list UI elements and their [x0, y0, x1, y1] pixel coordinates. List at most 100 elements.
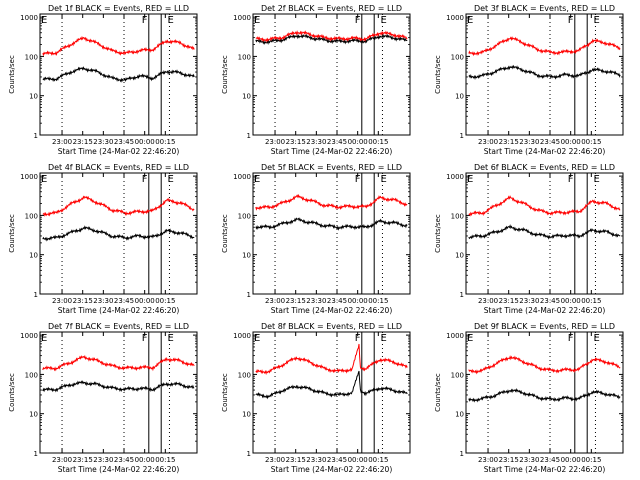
- series-line-lld: [468, 36, 621, 57]
- marker-label-start: E: [254, 333, 260, 344]
- chart-title: Det 1f BLACK = Events, RED = LLD: [48, 4, 189, 13]
- marker-label-e: E: [380, 15, 386, 26]
- x-tick-label: 23:15: [286, 297, 306, 305]
- y-axis-label: Counts/sec: [8, 55, 16, 94]
- x-tick-label: 23:00: [478, 297, 498, 305]
- chart-panel-5: Det 5f BLACK = Events, RED = LLD Counts/s…: [221, 163, 411, 315]
- y-tick-label: 10: [455, 411, 464, 419]
- marker-label-start: E: [41, 174, 47, 185]
- chart-title: Det 5f BLACK = Events, RED = LLD: [261, 163, 402, 172]
- chart-title: Det 8f BLACK = Events, RED = LLD: [261, 322, 402, 331]
- x-tick-label: 23:30: [93, 138, 113, 146]
- chart-title: Det 6f BLACK = Events, RED = LLD: [474, 163, 615, 172]
- plot-frame: [465, 172, 624, 295]
- x-tick-label: 23:30: [93, 456, 113, 464]
- y-tick-label: 1: [460, 132, 464, 140]
- x-tick-label: 00:15: [368, 297, 388, 305]
- marker-label-start: E: [254, 15, 260, 26]
- x-tick-label: 23:30: [519, 456, 539, 464]
- y-axis-label: Counts/sec: [221, 373, 229, 412]
- y-tick-label: 1: [34, 291, 38, 299]
- plot-frame: [465, 13, 624, 136]
- x-tick-label: 23:45: [114, 297, 134, 305]
- x-tick-label: 23:00: [265, 456, 285, 464]
- chart-title: Det 3f BLACK = Events, RED = LLD: [474, 4, 615, 13]
- x-tick-label: 00:00: [561, 138, 581, 146]
- chart-panel-4: Det 4f BLACK = Events, RED = LLD Counts/s…: [8, 163, 198, 315]
- x-tick-label: 23:45: [540, 138, 560, 146]
- marker-label-f: F: [568, 174, 574, 185]
- x-tick-label: 23:00: [52, 138, 72, 146]
- x-axis-label: Start Time (24-Mar-02 22:46:20): [58, 465, 180, 474]
- series-line-lld: [42, 354, 195, 372]
- chart-panel-2: Det 2f BLACK = Events, RED = LLD Counts/s…: [221, 4, 411, 156]
- x-tick-label: 23:15: [73, 456, 93, 464]
- plot-frame: [465, 331, 624, 454]
- y-tick-label: 1000: [20, 173, 38, 181]
- y-tick-label: 10: [242, 252, 251, 260]
- y-tick-label: 100: [238, 212, 251, 220]
- y-tick-label: 1000: [233, 14, 251, 22]
- x-tick-label: 23:15: [499, 456, 519, 464]
- y-tick-label: 1: [460, 450, 464, 458]
- y-axis-label: Counts/sec: [221, 55, 229, 94]
- y-tick-label: 100: [25, 212, 38, 220]
- y-tick-label: 10: [29, 252, 38, 260]
- marker-label-start: E: [467, 333, 473, 344]
- chart-title: Det 4f BLACK = Events, RED = LLD: [48, 163, 189, 172]
- y-tick-label: 1000: [446, 332, 464, 340]
- marker-label-start: E: [41, 15, 47, 26]
- series-line-lld: [42, 195, 195, 217]
- marker-label-f: F: [142, 174, 148, 185]
- chart-panel-7: Det 7f BLACK = Events, RED = LLD Counts/s…: [8, 322, 198, 474]
- y-tick-label: 100: [25, 53, 38, 61]
- x-tick-label: 00:00: [348, 456, 368, 464]
- x-tick-label: 23:45: [327, 138, 347, 146]
- plot-frame: [252, 331, 411, 454]
- chart-panel-9: Det 9f BLACK = Events, RED = LLD Counts/s…: [434, 322, 624, 474]
- x-tick-label: 23:45: [540, 297, 560, 305]
- x-axis-label: Start Time (24-Mar-02 22:46:20): [58, 147, 180, 156]
- y-tick-label: 1: [34, 450, 38, 458]
- y-tick-label: 100: [25, 371, 38, 379]
- y-tick-label: 100: [451, 53, 464, 61]
- series-line-events: [42, 380, 195, 393]
- x-axis-label: Start Time (24-Mar-02 22:46:20): [484, 465, 606, 474]
- x-tick-label: 00:00: [561, 456, 581, 464]
- marker-label-e: E: [167, 174, 173, 185]
- x-tick-label: 23:15: [73, 297, 93, 305]
- series-line-events: [255, 370, 408, 400]
- x-tick-label: 23:30: [306, 138, 326, 146]
- x-tick-label: 23:45: [114, 456, 134, 464]
- y-tick-label: 100: [238, 371, 251, 379]
- x-tick-label: 00:00: [348, 297, 368, 305]
- y-axis-label: Counts/sec: [434, 55, 442, 94]
- marker-label-e: E: [593, 174, 599, 185]
- x-tick-label: 23:30: [306, 297, 326, 305]
- marker-label-f: F: [142, 15, 148, 26]
- marker-label-start: E: [41, 333, 47, 344]
- x-tick-label: 23:45: [114, 138, 134, 146]
- x-axis-label: Start Time (24-Mar-02 22:46:20): [271, 147, 393, 156]
- y-tick-label: 100: [238, 53, 251, 61]
- y-tick-label: 1: [460, 291, 464, 299]
- y-tick-label: 1000: [20, 14, 38, 22]
- series-line-lld: [255, 343, 408, 376]
- x-tick-label: 23:45: [540, 456, 560, 464]
- plot-frame: [252, 172, 411, 295]
- chart-panel-6: Det 6f BLACK = Events, RED = LLD Counts/s…: [434, 163, 624, 315]
- x-tick-label: 23:00: [265, 138, 285, 146]
- x-tick-label: 23:15: [286, 456, 306, 464]
- marker-label-f: F: [568, 15, 574, 26]
- x-axis-label: Start Time (24-Mar-02 22:46:20): [271, 465, 393, 474]
- x-tick-label: 00:00: [135, 456, 155, 464]
- series-line-lld: [42, 35, 195, 57]
- series-line-lld: [468, 195, 621, 217]
- y-axis-label: Counts/sec: [221, 214, 229, 253]
- y-tick-label: 10: [455, 252, 464, 260]
- x-axis-label: Start Time (24-Mar-02 22:46:20): [271, 306, 393, 315]
- x-tick-label: 23:30: [306, 456, 326, 464]
- marker-label-f: F: [355, 333, 361, 344]
- y-tick-label: 10: [29, 93, 38, 101]
